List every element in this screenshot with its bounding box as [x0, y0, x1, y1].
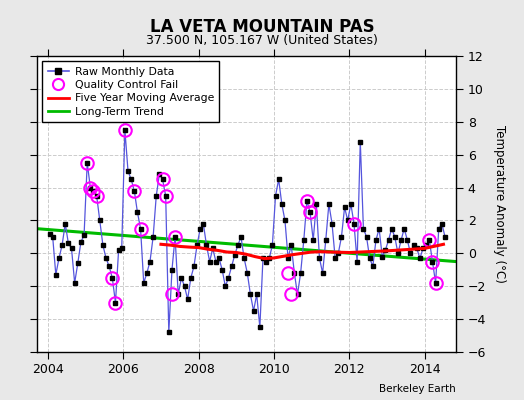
- Text: LA VETA MOUNTAIN PAS: LA VETA MOUNTAIN PAS: [150, 18, 374, 36]
- Legend: Raw Monthly Data, Quality Control Fail, Five Year Moving Average, Long-Term Tren: Raw Monthly Data, Quality Control Fail, …: [42, 62, 220, 122]
- Text: 37.500 N, 105.167 W (United States): 37.500 N, 105.167 W (United States): [146, 34, 378, 47]
- Text: Berkeley Earth: Berkeley Earth: [379, 384, 456, 394]
- Y-axis label: Temperature Anomaly (°C): Temperature Anomaly (°C): [493, 125, 506, 283]
